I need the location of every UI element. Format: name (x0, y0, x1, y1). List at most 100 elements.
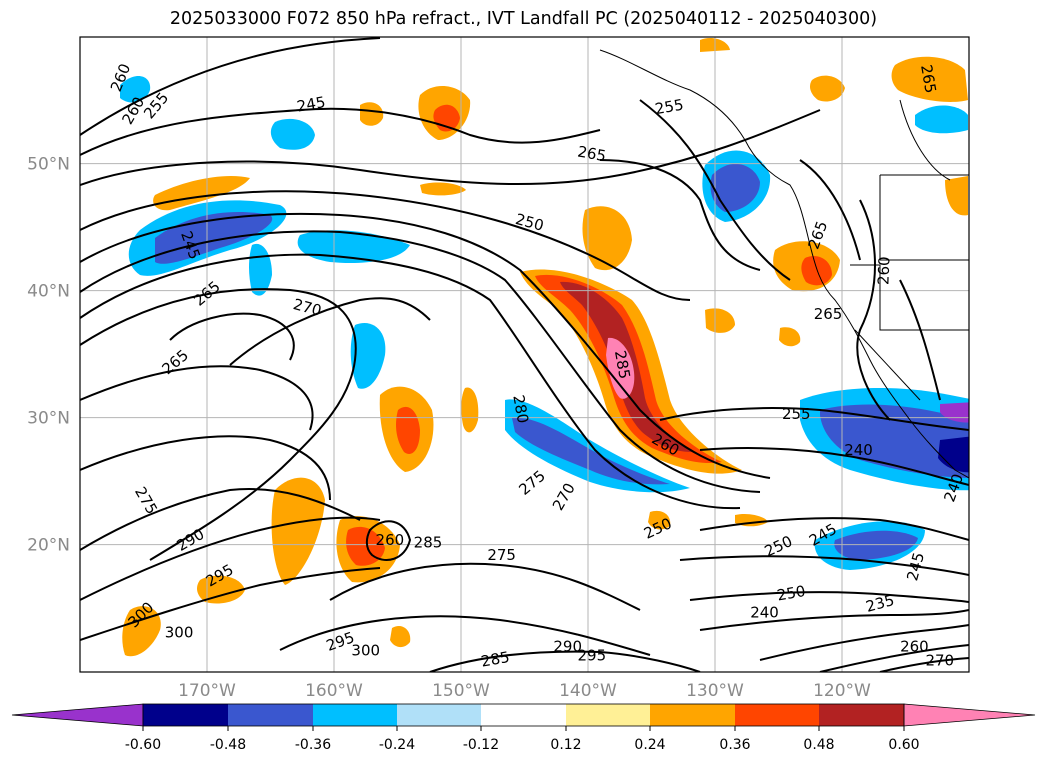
contour-label: 275 (487, 546, 516, 564)
positive-shading (891, 56, 968, 102)
contour-line (80, 230, 761, 493)
contour-label: 250 (776, 582, 807, 605)
contour-line (80, 288, 357, 561)
positive-shading (390, 625, 411, 648)
colorbar-swatch (481, 704, 566, 726)
contour-line (899, 279, 941, 401)
contour-line (80, 567, 381, 641)
contour-line (856, 199, 891, 421)
positive-shading (197, 575, 245, 604)
contour-label: 245 (295, 93, 326, 116)
state-border (879, 175, 969, 261)
contour-line (879, 657, 969, 672)
colorbar-swatch (650, 704, 735, 726)
negative-shading (505, 399, 690, 493)
colorbar-swatch (397, 704, 481, 726)
colorbar-tick-label: 0.60 (888, 737, 919, 753)
negative-shading (710, 163, 760, 212)
lat-label: 40°N (27, 282, 70, 302)
refractivity-contours (80, 37, 969, 672)
contour-line (80, 435, 331, 501)
contour-line (699, 517, 969, 541)
negative-shading (820, 404, 969, 478)
lat-axis: 20°N 30°N 40°N 50°N (27, 155, 70, 556)
positive-shading (945, 176, 968, 216)
contour-line (599, 159, 761, 271)
contour-label: 300 (351, 641, 380, 659)
contour-line (639, 99, 791, 281)
colorbar-tick-label: 0.48 (803, 737, 834, 753)
contour-line (279, 615, 651, 656)
contour-line (429, 650, 701, 672)
contour-line (229, 297, 431, 366)
contour-label: 270 (925, 652, 954, 670)
colorbar-swatch (819, 704, 904, 726)
contour-line (699, 609, 969, 631)
colorbar-swatch (566, 704, 650, 726)
negative-shading (834, 530, 918, 560)
contour-label: 240 (750, 603, 779, 621)
negative-shading (350, 323, 386, 389)
colorbar-tick-label: -0.48 (210, 737, 246, 753)
contour-line (329, 562, 641, 611)
state-border (899, 99, 951, 181)
colorbar: -0.60 -0.48 -0.36 -0.24 -0.12 0.12 0.24 … (11, 703, 1036, 753)
contour-line (80, 107, 601, 156)
contour-line (759, 624, 969, 661)
positive-shading (271, 477, 325, 585)
contour-label: 285 (480, 648, 511, 671)
contour-label: 300 (165, 624, 194, 642)
contour-line (80, 253, 741, 510)
lon-label: 120°W (813, 681, 871, 701)
contour-label: 285 (414, 533, 443, 551)
contour-label: 255 (782, 405, 811, 423)
contour-line (80, 190, 691, 301)
contour-label: 280 (509, 393, 532, 424)
positive-shading (582, 206, 632, 271)
contour-line (169, 312, 295, 361)
colorbar-tick-label: -0.12 (463, 737, 499, 753)
positive-shading (606, 337, 635, 399)
positive-shading (122, 606, 161, 657)
colorbar-tick-label: 0.24 (634, 737, 665, 753)
gridlines (80, 37, 969, 672)
colorbar-tick-label: -0.60 (125, 737, 161, 753)
contour-line (80, 212, 771, 479)
contour-label: 260 (874, 256, 893, 285)
positive-shading (705, 308, 735, 333)
colorbar-swatch (313, 704, 397, 726)
contour-label: 265 (576, 142, 607, 165)
contour-label: 265 (814, 305, 843, 323)
colorbar-swatch (735, 704, 819, 726)
contour-label: 285 (611, 349, 634, 380)
lon-label: 170°W (178, 681, 236, 701)
negative-shading (270, 118, 315, 150)
negative-shading (915, 105, 968, 134)
negative-shading (938, 436, 969, 473)
contour-line (80, 109, 821, 186)
contour-line (699, 447, 969, 486)
colorbar-tick-label: -0.24 (379, 737, 415, 753)
contour-label: 260 (900, 638, 929, 656)
lat-label: 20°N (27, 536, 70, 556)
colorbar-tick-label: 0.36 (719, 737, 750, 753)
map-frame (79, 36, 970, 673)
contour-line (679, 555, 969, 576)
colorbar-extend-low (11, 703, 144, 727)
contour-line (799, 159, 861, 261)
contour-line (80, 488, 361, 551)
colorbar-frame (142, 703, 905, 727)
contour-line (80, 516, 381, 601)
coastline (599, 49, 969, 479)
contour-label: 260 (376, 531, 405, 549)
contour-line (689, 591, 969, 603)
contour-label: 240 (844, 441, 873, 459)
lon-label: 160°W (305, 681, 363, 701)
positive-shading (396, 406, 420, 454)
contour-label: 295 (577, 646, 606, 664)
positive-shading (360, 102, 384, 126)
lon-label: 150°W (432, 681, 490, 701)
contour-line (659, 407, 969, 431)
contour-line (80, 365, 314, 431)
positive-shading (810, 75, 845, 102)
